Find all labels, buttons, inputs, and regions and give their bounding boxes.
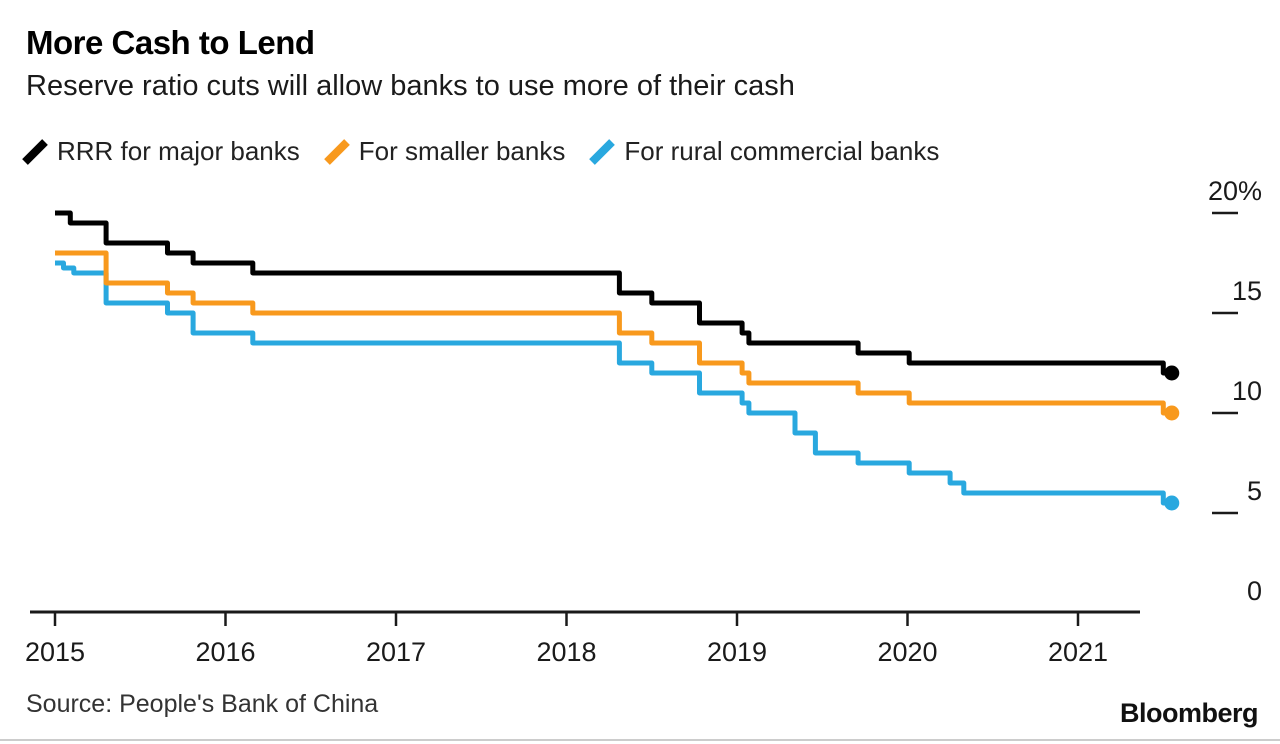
x-axis-tick-label: 2015 xyxy=(25,637,85,667)
x-axis-tick-label: 2020 xyxy=(877,637,937,667)
bottom-divider xyxy=(0,739,1280,741)
source-text: Source: People's Bank of China xyxy=(26,690,379,718)
legend-label-rural-commercial-banks: For rural commercial banks xyxy=(624,136,940,166)
x-axis-tick-label: 2016 xyxy=(195,637,255,667)
slash-swatch-icon xyxy=(22,138,48,165)
y-axis-tick-label: 0 xyxy=(1247,576,1262,606)
y-axis-tick-label: 5 xyxy=(1247,476,1262,506)
series-path-rural-commercial-banks xyxy=(55,260,1172,506)
series-end-dot-rural-commercial-banks xyxy=(1164,495,1180,511)
series-path-smaller-banks xyxy=(55,250,1172,416)
series-path-major-banks xyxy=(55,210,1172,376)
legend-label-major-banks: RRR for major banks xyxy=(57,136,300,166)
slash-swatch-icon xyxy=(589,138,616,165)
y-axis-tick-label: 15 xyxy=(1232,276,1262,306)
chart-title: More Cash to Lend xyxy=(26,24,315,61)
x-axis-tick-label: 2018 xyxy=(536,637,596,667)
series-end-dot-smaller-banks xyxy=(1164,405,1180,421)
x-axis-tick-label: 2019 xyxy=(707,637,767,667)
x-axis-tick-label: 2017 xyxy=(366,637,426,667)
y-axis-tick-label: 20% xyxy=(1208,176,1262,206)
series-end-dot-major-banks xyxy=(1164,365,1180,381)
slash-swatch-icon xyxy=(323,138,350,165)
x-axis-tick-label: 2021 xyxy=(1048,637,1108,667)
bloomberg-logo: Bloomberg xyxy=(1119,698,1259,728)
legend-item-major-banks: RRR for major banks xyxy=(22,136,300,167)
legend-item-smaller-banks: For smaller banks xyxy=(323,136,566,167)
chart-subtitle: Reserve ratio cuts will allow banks to u… xyxy=(26,70,795,102)
y-axis-tick-label: 10 xyxy=(1232,376,1262,406)
legend-label-smaller-banks: For smaller banks xyxy=(358,136,566,166)
legend: RRR for major banks For smaller banks Fo… xyxy=(22,136,939,167)
legend-item-rural-commercial-banks: For rural commercial banks xyxy=(589,136,939,167)
